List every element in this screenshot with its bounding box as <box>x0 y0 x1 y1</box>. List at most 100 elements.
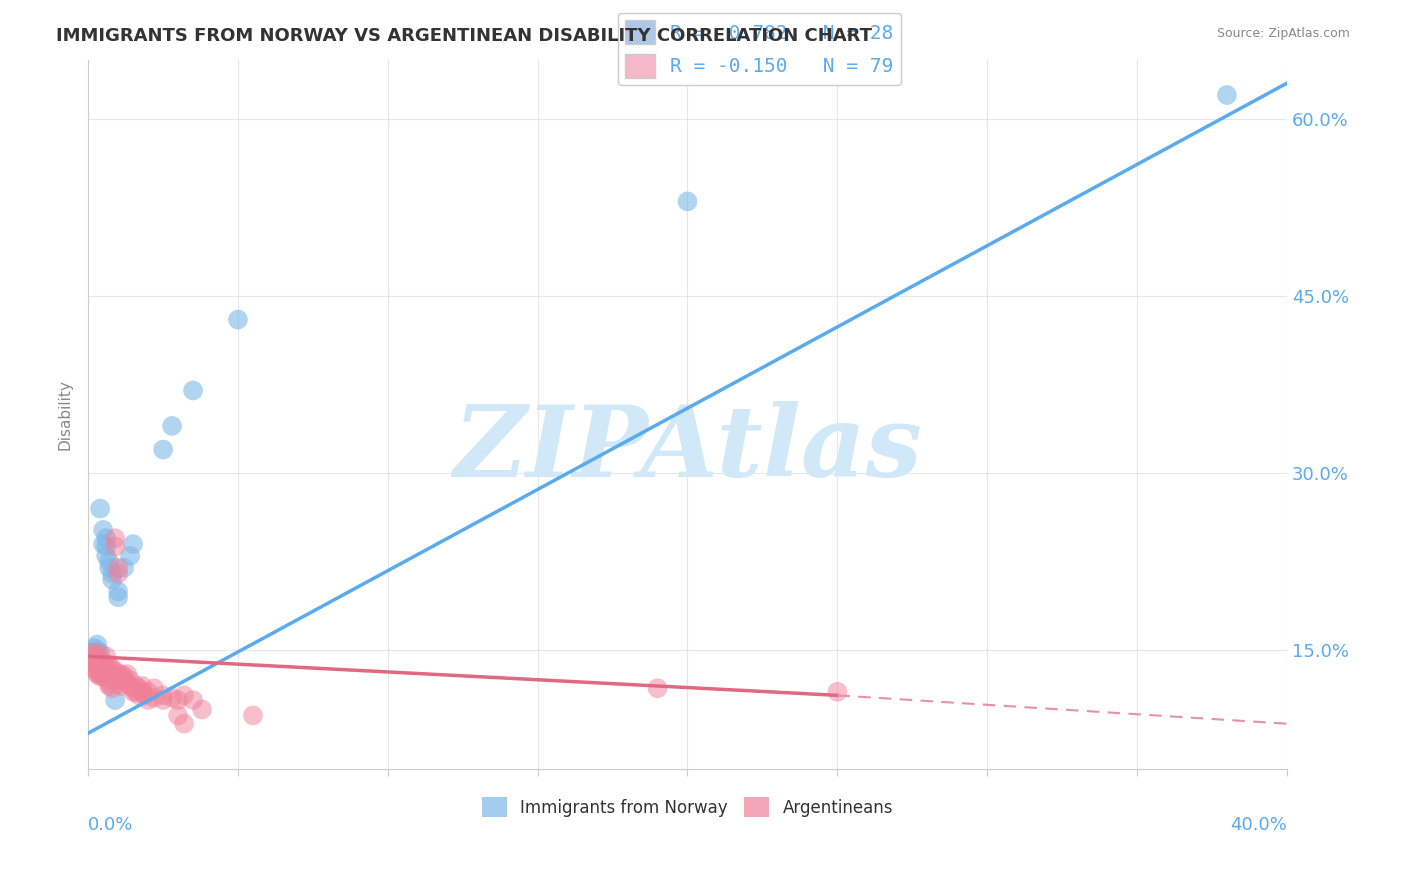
Point <box>181 384 204 398</box>
Point <box>1216 88 1239 103</box>
Point <box>86 643 108 657</box>
Point <box>83 641 105 656</box>
Point <box>191 702 214 716</box>
Point <box>91 665 114 679</box>
Point <box>83 653 105 667</box>
Point <box>107 584 129 599</box>
Point <box>80 655 103 669</box>
Point <box>110 673 132 687</box>
Point <box>131 685 153 699</box>
Point <box>86 646 108 660</box>
Point <box>676 194 699 209</box>
Point <box>89 661 111 675</box>
Point <box>89 669 111 683</box>
Point <box>107 591 129 605</box>
Point <box>89 501 111 516</box>
Text: Source: ZipAtlas.com: Source: ZipAtlas.com <box>1216 27 1350 40</box>
Point <box>173 689 195 703</box>
Point <box>94 540 117 554</box>
Point <box>86 649 108 664</box>
Point <box>107 667 129 681</box>
Point <box>120 679 142 693</box>
Point <box>83 661 105 675</box>
Point <box>94 657 117 672</box>
Point <box>98 555 121 569</box>
Point <box>98 676 121 690</box>
Point <box>112 560 135 574</box>
Point <box>827 685 849 699</box>
Point <box>101 573 124 587</box>
Point <box>101 566 124 581</box>
Point <box>89 667 111 681</box>
Text: 0.0%: 0.0% <box>89 816 134 834</box>
Text: 40.0%: 40.0% <box>1230 816 1286 834</box>
Point <box>80 653 103 667</box>
Point <box>80 649 103 664</box>
Point <box>94 649 117 664</box>
Point <box>86 665 108 679</box>
Point <box>91 537 114 551</box>
Point <box>122 681 145 696</box>
Point <box>143 690 166 705</box>
Point <box>128 689 150 703</box>
Point <box>134 689 156 703</box>
Point <box>83 646 105 660</box>
Point <box>122 685 145 699</box>
Point <box>107 669 129 683</box>
Legend: Immigrants from Norway, Argentineans: Immigrants from Norway, Argentineans <box>475 790 900 824</box>
Point <box>115 667 138 681</box>
Point <box>110 679 132 693</box>
Point <box>98 560 121 574</box>
Point <box>98 657 121 672</box>
Point <box>107 560 129 574</box>
Point <box>226 312 249 326</box>
Point <box>101 669 124 683</box>
Point <box>107 676 129 690</box>
Point <box>104 540 127 554</box>
Point <box>125 685 148 699</box>
Point <box>98 673 121 687</box>
Point <box>91 669 114 683</box>
Point <box>104 693 127 707</box>
Point <box>80 649 103 664</box>
Point <box>86 657 108 672</box>
Point <box>86 667 108 681</box>
Text: ZIPAtlas: ZIPAtlas <box>453 401 922 498</box>
Point <box>80 646 103 660</box>
Point <box>83 657 105 672</box>
Point <box>136 685 159 699</box>
Point <box>89 646 111 660</box>
Point <box>136 693 159 707</box>
Point <box>167 693 190 707</box>
Point <box>125 679 148 693</box>
Point <box>181 693 204 707</box>
Point <box>131 679 153 693</box>
Point <box>152 693 174 707</box>
Point <box>91 661 114 675</box>
Point <box>104 531 127 545</box>
Text: IMMIGRANTS FROM NORWAY VS ARGENTINEAN DISABILITY CORRELATION CHART: IMMIGRANTS FROM NORWAY VS ARGENTINEAN DI… <box>56 27 872 45</box>
Point <box>98 667 121 681</box>
Point <box>104 665 127 679</box>
Point <box>160 418 183 433</box>
Point <box>94 531 117 545</box>
Point <box>91 523 114 537</box>
Point <box>122 537 145 551</box>
Point <box>83 655 105 669</box>
Point <box>115 676 138 690</box>
Point <box>94 549 117 563</box>
Point <box>647 681 669 696</box>
Point <box>101 681 124 696</box>
Point <box>120 673 142 687</box>
Point <box>110 667 132 681</box>
Point <box>112 669 135 683</box>
Point <box>107 566 129 581</box>
Point <box>120 549 142 563</box>
Point <box>94 669 117 683</box>
Point <box>91 655 114 669</box>
Point <box>101 661 124 675</box>
Point <box>152 442 174 457</box>
Point <box>160 690 183 705</box>
Point <box>86 638 108 652</box>
Point <box>91 667 114 681</box>
